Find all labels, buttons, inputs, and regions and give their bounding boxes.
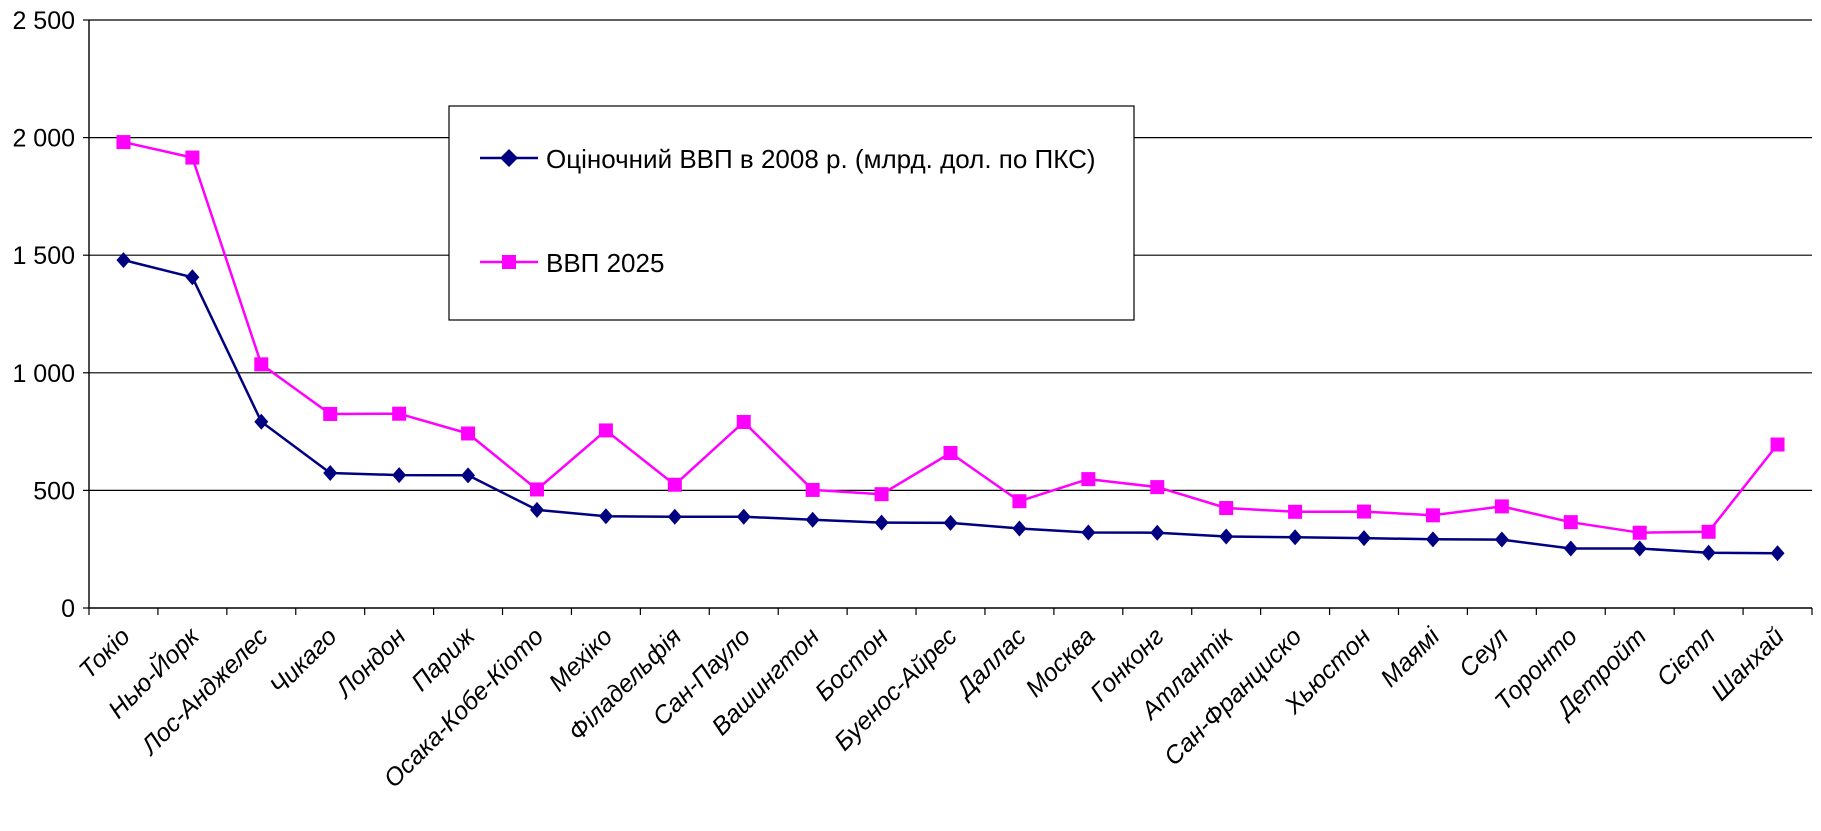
y-tick-label: 2 500	[12, 7, 75, 35]
data-point	[185, 269, 200, 286]
data-point	[1563, 540, 1578, 557]
data-point	[736, 414, 751, 429]
x-tick-label: Лос-Анджелес	[135, 622, 274, 761]
series-lines	[116, 135, 1785, 562]
data-point	[667, 477, 682, 492]
data-point	[1288, 529, 1303, 546]
data-point	[874, 487, 889, 502]
data-point	[461, 467, 476, 484]
y-tick-label: 500	[33, 477, 75, 505]
data-point	[1425, 508, 1440, 523]
data-point	[1770, 545, 1785, 562]
data-point	[1494, 531, 1509, 548]
data-point	[805, 511, 820, 528]
y-tick-label: 1 500	[12, 242, 75, 270]
data-point	[667, 508, 682, 525]
data-point	[1012, 520, 1027, 537]
data-point	[529, 501, 544, 518]
data-point	[1563, 515, 1578, 530]
data-point	[529, 482, 544, 497]
data-point	[1150, 480, 1165, 495]
data-point	[1219, 501, 1234, 516]
data-point	[943, 446, 958, 461]
legend-box	[448, 105, 1135, 321]
x-tick-label: Шанхай	[1706, 622, 1790, 706]
data-point	[1012, 494, 1027, 509]
y-axis-tick-labels: 0 500 1 000 1 500 2 000 2 500	[12, 7, 89, 623]
data-point	[185, 150, 200, 165]
data-point	[1357, 504, 1372, 519]
x-tick-label: Сеул	[1454, 622, 1514, 682]
data-point	[1357, 530, 1372, 547]
data-point	[1632, 540, 1647, 557]
legend-label-2: ВВП 2025	[546, 248, 664, 278]
data-point	[392, 467, 407, 484]
legend-entry-2: ВВП 2025	[480, 248, 664, 278]
data-point	[1219, 528, 1234, 545]
legend-marker-1	[500, 149, 518, 167]
data-point	[254, 413, 269, 430]
x-axis-tick-labels: ТокіоНью-ЙоркЛос-АнджелесЧикагоЛондонПар…	[74, 608, 1813, 793]
legend: Оціночний ВВП в 2008 р. (млрд. дол. по П…	[448, 105, 1135, 321]
data-point	[1288, 504, 1303, 519]
data-point	[598, 423, 613, 438]
data-point	[1494, 499, 1509, 514]
data-point	[943, 514, 958, 531]
x-tick-label: Даллас	[949, 622, 1032, 705]
x-tick-label: Маямі	[1375, 621, 1446, 692]
series-1	[116, 252, 1785, 562]
data-point	[254, 357, 269, 372]
y-tick-label: 0	[61, 595, 75, 623]
x-tick-label: Лондон	[329, 622, 411, 704]
legend-label-1: Оціночний ВВП в 2008 р. (млрд. дол. по П…	[546, 144, 1096, 174]
data-point	[323, 464, 338, 481]
x-tick-label: Буенос-Айрес	[829, 622, 963, 756]
data-point	[1770, 437, 1785, 452]
data-point	[1150, 524, 1165, 541]
data-point	[874, 514, 889, 531]
x-tick-label: Чикаго	[264, 622, 342, 700]
data-point	[461, 426, 476, 441]
x-tick-label: Токіо	[74, 622, 136, 684]
data-point	[1081, 472, 1096, 487]
data-point	[736, 508, 751, 525]
data-point	[1081, 524, 1096, 541]
data-point	[598, 508, 613, 525]
legend-marker-2	[502, 255, 516, 269]
data-point	[1632, 525, 1647, 540]
data-point	[116, 252, 131, 269]
legend-entry-1: Оціночний ВВП в 2008 р. (млрд. дол. по П…	[480, 144, 1096, 174]
data-point	[323, 406, 338, 421]
data-point	[1701, 524, 1716, 539]
data-point	[1425, 531, 1440, 548]
y-tick-label: 1 000	[12, 360, 75, 388]
data-point	[392, 406, 407, 421]
axes	[88, 20, 1812, 609]
y-tick-label: 2 000	[12, 125, 75, 153]
series-2	[116, 135, 1785, 540]
data-point	[805, 482, 820, 497]
data-point	[1701, 544, 1716, 561]
data-point	[116, 135, 131, 150]
